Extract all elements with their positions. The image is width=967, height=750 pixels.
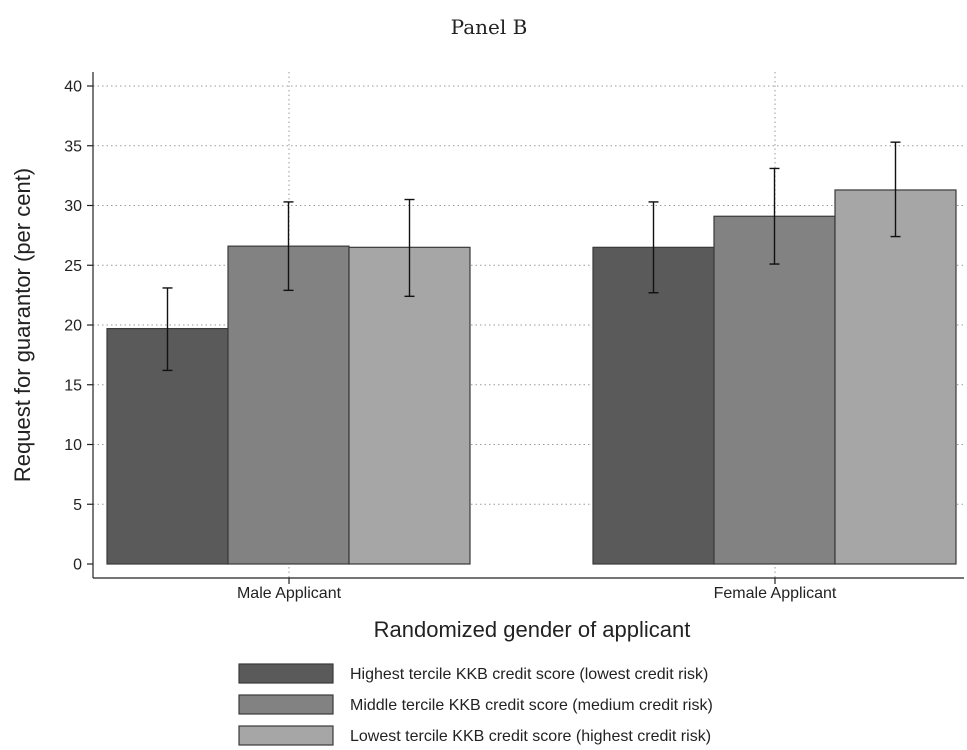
bar: [227, 245, 350, 565]
legend-swatch: [238, 694, 334, 715]
y-tick-label: 0: [73, 557, 82, 574]
axes: 0 5 10 15 20 25 30 35 40 Male Applicant Female App…: [64, 72, 964, 602]
y-tick-label: 5: [73, 497, 82, 514]
bar: [348, 246, 471, 565]
legend-label: Highest tercile KKB credit score (lowest…: [350, 666, 708, 683]
legend-swatch: [238, 663, 334, 684]
y-tick-label: 10: [64, 437, 82, 454]
bars: [106, 141, 957, 565]
legend-swatch: [238, 725, 334, 746]
legend: Highest tercile KKB credit score (lowest…: [238, 663, 713, 746]
legend-label: Lowest tercile KKB credit score (highest…: [350, 728, 711, 745]
y-tick-label: 20: [64, 318, 82, 335]
bar: [834, 189, 957, 565]
x-category-label: Female Applicant: [714, 585, 837, 602]
y-axis-title: Request for guarantor (per cent): [10, 168, 35, 482]
y-tick-label: 25: [64, 258, 82, 275]
x-category-label: Male Applicant: [237, 585, 342, 602]
y-tick-label: 30: [64, 198, 82, 215]
bar: [592, 246, 715, 565]
y-tick-label: 35: [64, 138, 82, 155]
y-tick-label: 40: [64, 79, 82, 96]
x-axis-title: Randomized gender of applicant: [374, 617, 691, 642]
chart-title: Panel B: [451, 15, 528, 39]
bar: [713, 215, 836, 565]
y-tick-label: 15: [64, 377, 82, 394]
legend-label: Middle tercile KKB credit score (medium …: [350, 697, 713, 714]
